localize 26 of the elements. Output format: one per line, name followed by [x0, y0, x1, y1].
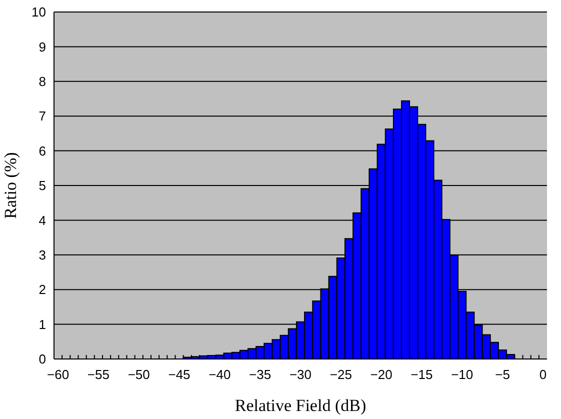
y-tick-label: 9	[38, 39, 46, 54]
y-tick-label: 10	[32, 4, 46, 20]
x-tick-label: −15	[410, 367, 433, 382]
y-tick-label: 3	[38, 248, 46, 263]
x-tick-label: −20	[370, 367, 392, 382]
x-tick-label: 0	[539, 367, 547, 382]
y-tick-label: 5	[38, 178, 46, 194]
x-axis-title: Relative Field (dB)	[234, 396, 366, 415]
y-tick-label: 7	[38, 108, 46, 124]
x-tick-label: −25	[330, 367, 352, 382]
y-axis-title: Ratio (%)	[1, 152, 20, 219]
x-tick-label: −10	[451, 367, 474, 382]
x-tick-label: −5	[495, 367, 510, 382]
x-tick-label: −35	[249, 367, 272, 382]
y-tick-label: 2	[38, 282, 46, 298]
x-tick-label: −55	[87, 367, 110, 382]
x-tick-label: −60	[47, 367, 70, 382]
x-tick-label: −40	[208, 367, 231, 382]
y-tick-label: 6	[38, 143, 46, 158]
y-tick-label: 1	[38, 316, 46, 332]
y-tick-label: 0	[38, 352, 46, 367]
x-tick-label: −45	[168, 367, 190, 382]
x-tick-label: −30	[289, 367, 312, 382]
y-tick-label: 8	[38, 74, 46, 90]
x-tick-label: −50	[128, 367, 150, 382]
y-tick-label: 4	[38, 212, 46, 228]
